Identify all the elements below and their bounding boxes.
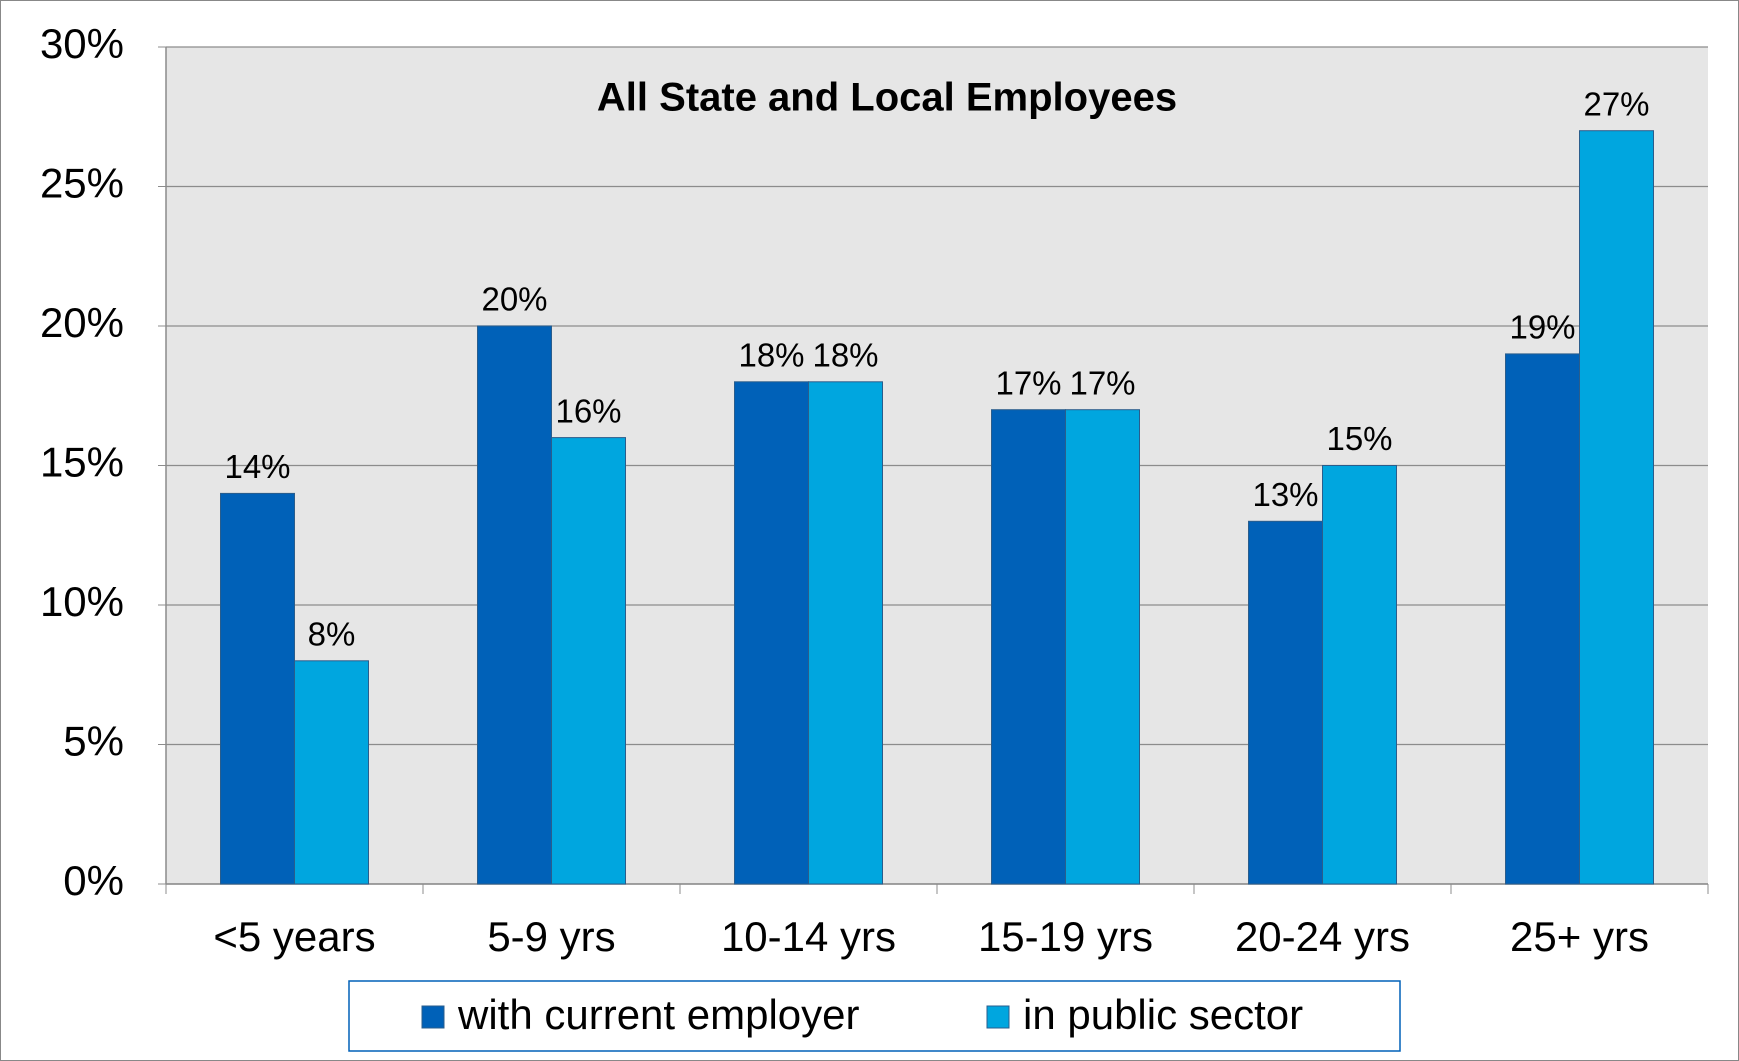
- value-label: 15%: [1326, 420, 1392, 457]
- value-label: 19%: [1509, 309, 1575, 346]
- bar: [734, 381, 809, 885]
- legend-swatch: [986, 1005, 1010, 1029]
- y-tick-label: 20%: [40, 299, 124, 346]
- value-label: 18%: [812, 337, 878, 374]
- x-tick-label: 10-14 yrs: [721, 913, 896, 960]
- bar: [808, 381, 883, 885]
- legend-label: in public sector: [1023, 991, 1303, 1038]
- y-tick-label: 0%: [63, 857, 124, 904]
- bar: [1248, 520, 1323, 885]
- y-tick-label: 25%: [40, 160, 124, 207]
- bar: [220, 492, 295, 885]
- value-label: 27%: [1583, 85, 1649, 122]
- value-label: 18%: [738, 337, 804, 374]
- bar: [1505, 353, 1580, 885]
- bar: [1579, 130, 1654, 885]
- y-tick-label: 10%: [40, 578, 124, 625]
- bar: [294, 660, 369, 885]
- value-label: 17%: [995, 364, 1061, 401]
- bar: [477, 325, 552, 885]
- chart-title: All State and Local Employees: [597, 76, 1177, 120]
- x-tick-label: <5 years: [213, 913, 375, 960]
- value-label: 20%: [481, 281, 547, 318]
- bar: [551, 437, 626, 885]
- bar: [991, 409, 1066, 885]
- legend-label: with current employer: [457, 991, 859, 1038]
- value-label: 8%: [308, 616, 356, 653]
- y-tick-label: 15%: [40, 439, 124, 486]
- y-tick-label: 30%: [40, 20, 124, 67]
- value-label: 17%: [1069, 364, 1135, 401]
- x-tick-label: 15-19 yrs: [978, 913, 1153, 960]
- x-tick-label: 25+ yrs: [1510, 913, 1649, 960]
- y-tick-label: 5%: [63, 718, 124, 765]
- bar: [1322, 465, 1397, 885]
- legend: [348, 980, 1401, 1052]
- value-label: 14%: [224, 448, 290, 485]
- legend-swatch: [421, 1005, 445, 1029]
- value-label: 16%: [555, 392, 621, 429]
- x-tick-label: 20-24 yrs: [1235, 913, 1410, 960]
- value-label: 13%: [1252, 476, 1318, 513]
- bar: [1065, 409, 1140, 885]
- x-tick-label: 5-9 yrs: [487, 913, 615, 960]
